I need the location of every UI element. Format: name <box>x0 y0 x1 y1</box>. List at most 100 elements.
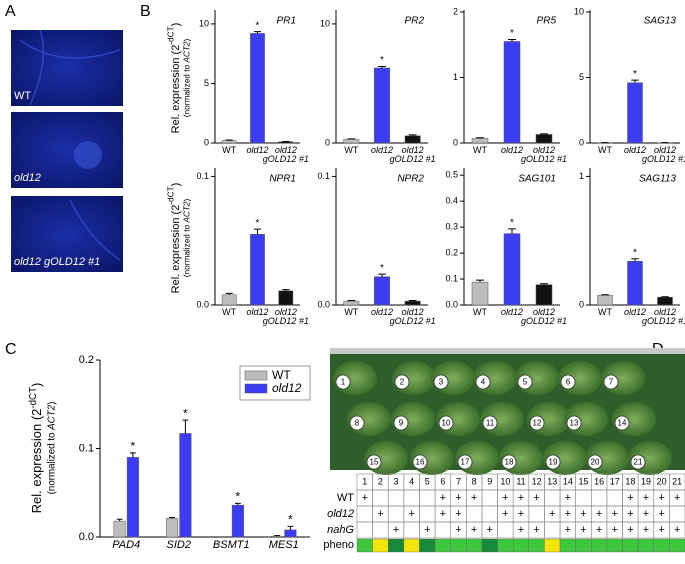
column-header: 14 <box>563 476 573 486</box>
y-tick-label: 0.1 <box>445 273 458 283</box>
significance: * <box>236 490 241 504</box>
significance: * <box>380 263 384 274</box>
plant-number: 21 <box>634 458 643 467</box>
column-header: 1 <box>362 476 367 486</box>
significance: * <box>183 406 188 420</box>
y-label-text: (normalized to <box>183 223 192 278</box>
row-label: nahG <box>327 524 354 536</box>
y-tick-label: 0.3 <box>445 221 458 231</box>
phenotype-cell <box>591 539 607 552</box>
genotype-mark: + <box>487 524 493 536</box>
phenotype-cell <box>544 539 560 552</box>
genotype-mark: + <box>408 508 414 520</box>
legend-label: old12 <box>272 381 302 395</box>
y-tick-label: 5 <box>579 72 584 82</box>
row-label: old12 <box>327 508 354 520</box>
table-cell <box>607 490 623 506</box>
error-bar <box>661 297 669 298</box>
column-header: 16 <box>594 476 604 486</box>
y-label-sup: -dCT <box>167 26 176 44</box>
significance: * <box>633 247 637 258</box>
y-tick-label: 10 <box>320 18 330 28</box>
table-cell <box>482 506 498 522</box>
plant-number: 3 <box>439 378 444 387</box>
y-label-main: Rel. expression (2-dCT) <box>27 383 44 514</box>
table-cell <box>419 506 435 522</box>
phenotype-cell <box>607 539 623 552</box>
panel-letter: A <box>5 3 16 20</box>
table-cell <box>482 490 498 506</box>
column-header: 19 <box>641 476 651 486</box>
y-label-gene: ACT2 <box>183 41 192 64</box>
table-cell <box>435 522 451 538</box>
column-header: 2 <box>378 476 383 486</box>
y-tick-label: 0.1 <box>79 442 94 454</box>
genotype-mark: + <box>611 508 617 520</box>
error-bar <box>235 503 241 505</box>
x-tick-label: old12 gOLD12 #1 <box>388 308 438 327</box>
genotype-mark: + <box>455 492 461 504</box>
phenotype-cell <box>451 539 467 552</box>
bar <box>536 285 552 305</box>
error-bar <box>288 526 294 530</box>
error-bar <box>130 453 136 457</box>
x-tick-label-box: old12 gOLD12 #1 <box>519 308 569 334</box>
table-cell <box>466 506 482 522</box>
bar <box>536 134 552 143</box>
column-header: 13 <box>547 476 557 486</box>
genotype-mark: + <box>393 524 399 536</box>
y-axis-label: Rel. expression (2-dCT)(normalized to AC… <box>167 183 192 294</box>
bar <box>344 139 359 143</box>
y-label-text: Rel. expression (2 <box>170 45 182 134</box>
chart-title: PR2 <box>405 16 425 27</box>
x-tick-label: old12 gOLD12 #1 <box>388 146 438 165</box>
genotype-mark: + <box>440 508 446 520</box>
phenotype-cell <box>498 539 514 552</box>
image-label: old12 <box>14 172 41 184</box>
plant-number: 19 <box>549 458 558 467</box>
column-header: 3 <box>394 476 399 486</box>
image-label: old12 gOLD12 #1 <box>14 256 100 268</box>
y-label-text: ) <box>183 199 192 202</box>
genotype-mark: + <box>627 492 633 504</box>
bar <box>344 301 359 305</box>
bar <box>628 83 643 143</box>
phenotype-cell <box>435 539 451 552</box>
plant-number: 15 <box>370 458 379 467</box>
error-bar <box>117 519 123 521</box>
table-cell <box>388 506 404 522</box>
bar <box>658 297 673 305</box>
y-tick-label: 0.2 <box>79 354 94 366</box>
chart-title: SAG13 <box>644 16 677 27</box>
column-header: 15 <box>578 476 588 486</box>
bar <box>250 33 264 143</box>
x-tick-label: old12 gOLD12 #1 <box>261 308 311 327</box>
genotype-mark: + <box>455 524 461 536</box>
bar <box>279 142 293 143</box>
bar <box>232 505 244 537</box>
y-label-norm: (normalized to ACT2) <box>183 199 192 278</box>
genotype-mark: + <box>502 492 508 504</box>
y-label-text: ) <box>170 183 182 187</box>
genotype-mark: + <box>549 508 555 520</box>
genotype-mark: + <box>440 492 446 504</box>
bar <box>598 295 613 305</box>
x-tick-label: old12 gOLD12 #1 <box>519 308 569 327</box>
y-label-gene: ACT2 <box>183 201 192 224</box>
tray-edge <box>330 348 685 354</box>
genotype-mark: + <box>627 508 633 520</box>
y-label-text: ) <box>170 23 182 27</box>
y-label-sup: -dCT <box>27 387 38 409</box>
y-label-text: (normalized to <box>183 63 192 118</box>
phenotype-cell <box>529 539 545 552</box>
phenotype-cell <box>466 539 482 552</box>
table-cell <box>669 506 685 522</box>
plant-number: 2 <box>400 378 405 387</box>
table-cell <box>388 490 404 506</box>
genotype-mark: + <box>596 524 602 536</box>
error-bar <box>254 229 261 234</box>
genotype-mark: + <box>518 492 524 504</box>
significance: * <box>288 513 293 527</box>
significance: * <box>633 69 637 80</box>
plant-number: 20 <box>591 458 600 467</box>
